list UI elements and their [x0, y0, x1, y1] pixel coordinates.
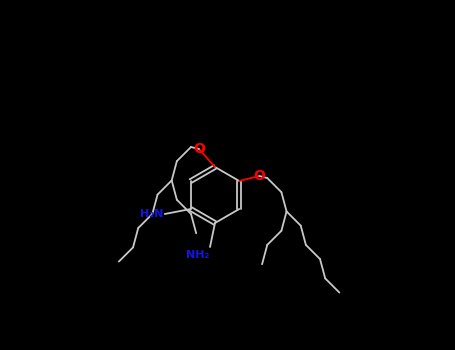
Text: O: O — [193, 142, 205, 156]
Text: H₂N: H₂N — [141, 209, 164, 219]
Text: NH₂: NH₂ — [186, 250, 209, 260]
Text: O: O — [253, 169, 265, 183]
